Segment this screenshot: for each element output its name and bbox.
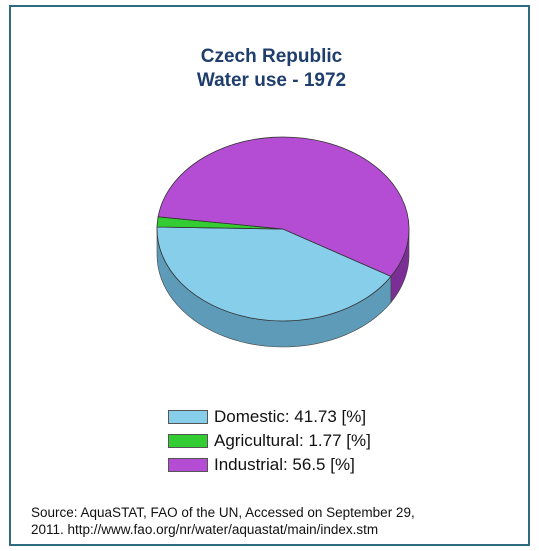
chart-title-line2: Water use - 1972	[196, 70, 347, 91]
source-note: Source: AquaSTAT, FAO of the UN, Accesse…	[31, 504, 531, 538]
legend-label-industrial: Industrial: 56.5 [%]	[214, 455, 355, 474]
source-line1: Source: AquaSTAT, FAO of the UN, Accesse…	[31, 505, 415, 520]
legend-item-industrial: Industrial: 56.5 [%]	[168, 453, 371, 477]
pie-chart	[156, 136, 410, 348]
legend-swatch-industrial	[168, 458, 208, 472]
legend-item-domestic: Domestic: 41.73 [%]	[168, 405, 371, 429]
legend-swatch-domestic	[168, 410, 208, 424]
legend-label-agricultural: Agricultural: 1.77 [%]	[214, 431, 371, 450]
legend: Domestic: 41.73 [%] Agricultural: 1.77 […	[168, 405, 371, 477]
legend-item-agricultural: Agricultural: 1.77 [%]	[168, 429, 371, 453]
legend-label-domestic: Domestic: 41.73 [%]	[214, 407, 367, 426]
pie-slice-industrial	[157, 136, 410, 277]
chart-title-line1: Czech Republic	[200, 46, 343, 67]
chart-frame: Czech Republic Water use - 1972 Domestic…	[9, 5, 530, 546]
source-line2: 2011. http://www.fao.org/nr/water/aquast…	[31, 522, 379, 537]
pie-slice-domestic	[156, 226, 392, 322]
legend-swatch-agricultural	[168, 434, 208, 448]
